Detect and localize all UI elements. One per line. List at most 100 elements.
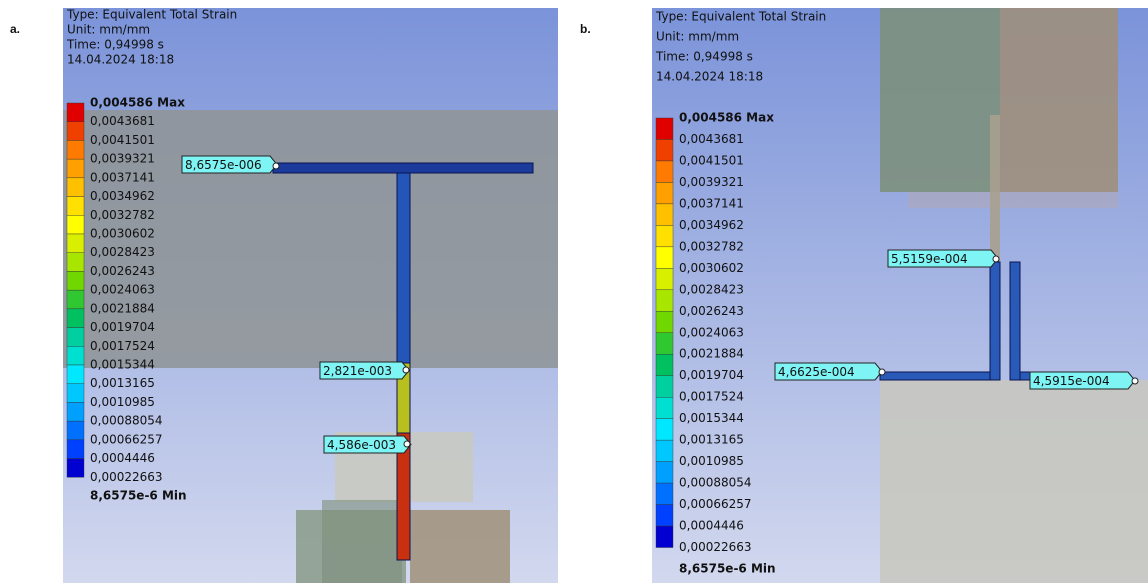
legend-label: 0,00022663: [679, 540, 752, 554]
page: a.Type: Equivalent Total StrainUnit: mm/…: [0, 0, 1148, 583]
probe-label: 2,821e-003: [323, 364, 392, 378]
legend-label: 0,004586 Max: [679, 111, 774, 125]
legend-band: [67, 309, 84, 328]
legend-band: [67, 271, 84, 290]
legend-label: 0,0015344: [679, 411, 744, 425]
legend-label: 0,0032782: [679, 239, 744, 253]
header-line: Time: 0,94998 s: [655, 50, 753, 64]
header-line: Time: 0,94998 s: [66, 38, 164, 52]
probe-point: [403, 367, 409, 373]
legend-band: [67, 346, 84, 365]
legend-label: 0,0024063: [679, 325, 744, 339]
header-line: Unit: mm/mm: [67, 23, 150, 37]
legend-band: [67, 178, 84, 197]
legend-label: 8,6575e-6 Min: [679, 562, 776, 576]
legend-band: [67, 365, 84, 384]
legend-label: 0,0024063: [90, 283, 155, 297]
legend-label: 0,0004446: [679, 519, 744, 533]
legend-label: 0,0034962: [679, 218, 744, 232]
panel-label: b.: [580, 22, 591, 36]
legend-label: 0,0039321: [90, 152, 155, 166]
probe-label: 8,6575e-006: [185, 158, 262, 172]
legend-band: [67, 421, 84, 440]
legend-label: 0,0004446: [90, 451, 155, 465]
legend-band: [656, 483, 673, 504]
probe-label: 4,5915e-004: [1033, 374, 1110, 388]
legend-band: [656, 204, 673, 225]
probe-point: [273, 163, 279, 169]
legend-band: [656, 462, 673, 483]
legend-label: 0,0017524: [90, 339, 155, 353]
probe-label: 5,5159e-004: [891, 252, 968, 266]
legend-label: 0,0013165: [90, 376, 155, 390]
legend-label: 0,0019704: [679, 368, 744, 382]
probe-label: 4,6625e-004: [778, 365, 855, 379]
legend-label: 0,0026243: [90, 264, 155, 278]
panel-label: a.: [10, 22, 20, 36]
legend-band: [656, 397, 673, 418]
legend-band: [656, 225, 673, 246]
legend-label: 0,0021884: [90, 301, 155, 315]
legend-band: [67, 234, 84, 253]
legend-band: [67, 384, 84, 403]
probe-point: [993, 256, 999, 262]
legend-label: 0,00022663: [90, 470, 163, 484]
legend-band: [656, 118, 673, 139]
legend-band: [656, 161, 673, 182]
legend-label: 0,0039321: [679, 175, 744, 189]
figure: a.Type: Equivalent Total StrainUnit: mm/…: [0, 0, 1148, 583]
legend-band: [656, 268, 673, 289]
legend-label: 0,0015344: [90, 358, 155, 372]
legend-band: [656, 419, 673, 440]
legend-band: [656, 311, 673, 332]
legend-label: 0,0041501: [679, 153, 744, 167]
legend-label: 0,0030602: [679, 261, 744, 275]
legend-band: [67, 140, 84, 159]
legend-band: [656, 247, 673, 268]
legend-label: 0,00088054: [90, 414, 163, 428]
legend-band: [67, 440, 84, 459]
header-line: 14.04.2024 18:18: [67, 53, 174, 67]
legend-label: 0,0043681: [90, 114, 155, 128]
legend-label: 0,0030602: [90, 227, 155, 241]
legend-band: [67, 402, 84, 421]
legend-band: [67, 197, 84, 216]
legend-label: 0,0037141: [90, 170, 155, 184]
legend-label: 0,0021884: [679, 347, 744, 361]
legend-label: 0,0026243: [679, 304, 744, 318]
header-line: Unit: mm/mm: [656, 30, 739, 44]
legend-band: [656, 376, 673, 397]
header-line: Type: Equivalent Total Strain: [66, 8, 237, 22]
legend-band: [656, 505, 673, 526]
legend-band: [656, 333, 673, 354]
legend-band: [67, 253, 84, 272]
probe-label: 4,586e-003: [327, 438, 396, 452]
legend-label: 0,00066257: [679, 497, 752, 511]
legend-band: [656, 440, 673, 461]
legend-band: [656, 354, 673, 375]
legend-label: 0,0013165: [679, 433, 744, 447]
probe-point: [879, 369, 885, 375]
legend-label: 8,6575e-6 Min: [90, 489, 187, 503]
legend-label: 0,004586 Max: [90, 96, 185, 110]
legend-band: [656, 290, 673, 311]
legend-label: 0,0019704: [90, 320, 155, 334]
header-line: Type: Equivalent Total Strain: [655, 10, 826, 24]
legend-band: [67, 290, 84, 309]
probe-point: [404, 441, 410, 447]
legend-label: 0,0043681: [679, 132, 744, 146]
legend-band: [656, 526, 673, 547]
legend-band: [656, 139, 673, 160]
legend-band: [67, 459, 84, 478]
legend-band: [67, 122, 84, 141]
header-line: 14.04.2024 18:18: [656, 70, 763, 84]
probe-point: [1132, 378, 1138, 384]
legend-label: 0,0010985: [90, 395, 155, 409]
legend-band: [67, 328, 84, 347]
legend-label: 0,0037141: [679, 196, 744, 210]
legend-label: 0,00088054: [679, 476, 752, 490]
legend-label: 0,00066257: [90, 432, 163, 446]
legend-band: [67, 103, 84, 122]
legend-label: 0,0032782: [90, 208, 155, 222]
legend-label: 0,0034962: [90, 189, 155, 203]
